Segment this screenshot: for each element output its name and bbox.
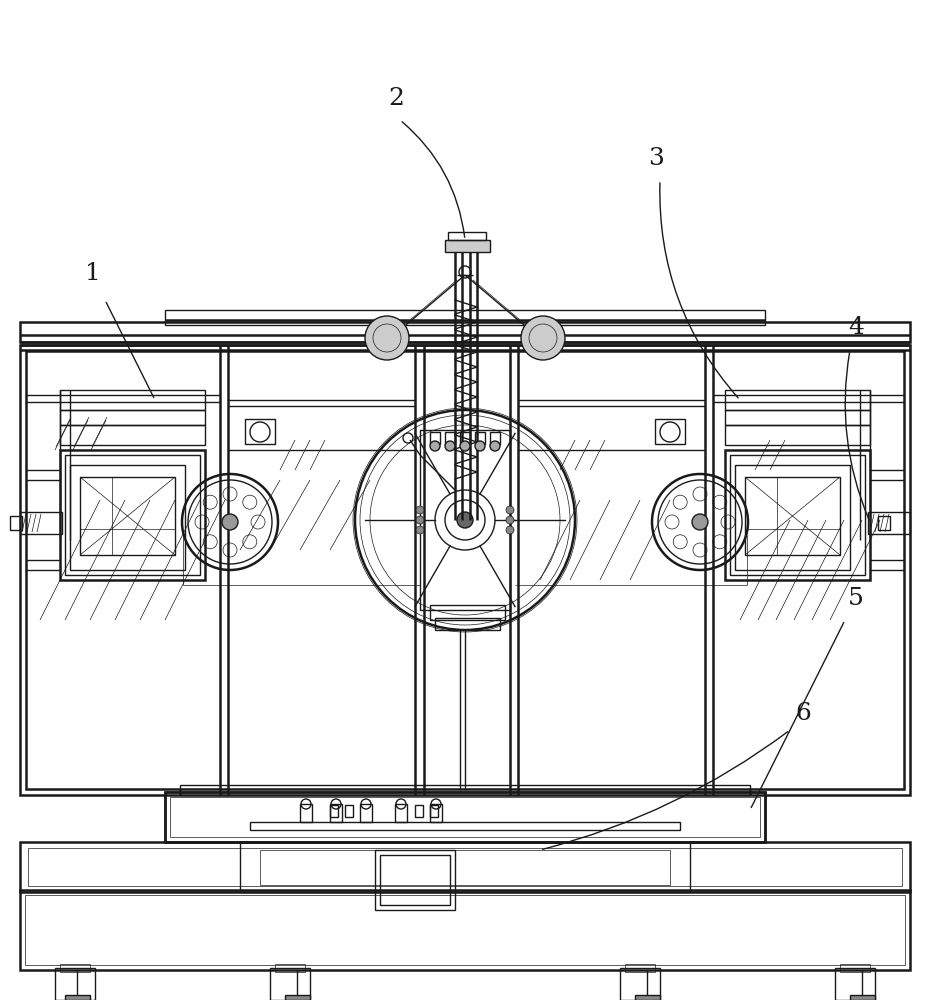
- Bar: [725, 425, 870, 445]
- Bar: [435, 618, 500, 630]
- Circle shape: [692, 514, 708, 530]
- Bar: [868, 512, 910, 534]
- Bar: [850, 995, 875, 1000]
- Circle shape: [460, 441, 470, 451]
- Bar: [725, 390, 870, 410]
- Bar: [20, 322, 910, 342]
- Circle shape: [457, 512, 473, 528]
- Bar: [380, 855, 450, 905]
- Circle shape: [222, 514, 238, 530]
- Bar: [625, 964, 655, 972]
- Bar: [65, 455, 200, 575]
- Bar: [25, 895, 905, 965]
- Text: 1: 1: [85, 262, 100, 285]
- Bar: [445, 432, 455, 444]
- Text: 2: 2: [388, 87, 404, 110]
- Bar: [26, 351, 904, 789]
- Bar: [730, 455, 865, 575]
- Text: 3: 3: [648, 147, 664, 170]
- Bar: [655, 419, 685, 444]
- Bar: [430, 805, 438, 817]
- Text: 5: 5: [848, 587, 864, 610]
- Bar: [360, 804, 372, 822]
- Bar: [460, 432, 470, 444]
- Bar: [395, 804, 407, 822]
- Bar: [28, 848, 902, 886]
- Bar: [20, 512, 62, 534]
- Bar: [20, 842, 910, 892]
- Bar: [20, 890, 910, 970]
- Bar: [420, 430, 510, 610]
- Bar: [60, 390, 205, 410]
- Bar: [475, 432, 485, 444]
- Bar: [635, 995, 660, 1000]
- Bar: [60, 964, 90, 972]
- Bar: [415, 805, 423, 817]
- Bar: [345, 805, 353, 817]
- Bar: [735, 465, 850, 570]
- Circle shape: [365, 316, 409, 360]
- Bar: [430, 432, 440, 444]
- Bar: [180, 785, 750, 795]
- Circle shape: [416, 526, 424, 534]
- Bar: [65, 995, 90, 1000]
- Circle shape: [475, 441, 485, 451]
- Bar: [725, 410, 870, 425]
- Bar: [725, 450, 870, 580]
- Bar: [430, 804, 442, 822]
- Circle shape: [490, 441, 500, 451]
- Bar: [375, 850, 455, 910]
- Circle shape: [521, 316, 565, 360]
- Bar: [878, 516, 890, 530]
- Bar: [60, 410, 205, 425]
- Bar: [745, 477, 840, 555]
- Circle shape: [416, 516, 424, 524]
- Bar: [300, 804, 312, 822]
- Bar: [330, 805, 338, 817]
- Circle shape: [506, 516, 514, 524]
- Bar: [80, 477, 175, 555]
- Circle shape: [506, 506, 514, 514]
- Bar: [240, 842, 690, 892]
- Bar: [60, 425, 205, 445]
- Bar: [445, 240, 490, 252]
- Bar: [20, 345, 910, 795]
- Bar: [260, 850, 670, 885]
- Bar: [60, 450, 205, 580]
- Bar: [165, 310, 765, 325]
- Bar: [165, 792, 765, 842]
- Circle shape: [416, 506, 424, 514]
- Circle shape: [506, 526, 514, 534]
- Bar: [490, 432, 500, 444]
- Bar: [270, 968, 310, 1000]
- Bar: [55, 968, 95, 1000]
- Bar: [245, 419, 275, 444]
- Text: 4: 4: [848, 316, 864, 339]
- Bar: [430, 605, 505, 620]
- Bar: [330, 804, 342, 822]
- Bar: [285, 995, 310, 1000]
- Bar: [448, 232, 486, 240]
- Bar: [620, 968, 660, 1000]
- Circle shape: [445, 441, 455, 451]
- Bar: [840, 964, 870, 972]
- Bar: [275, 964, 305, 972]
- Bar: [170, 797, 760, 837]
- Bar: [70, 465, 185, 570]
- Circle shape: [430, 441, 440, 451]
- Bar: [835, 968, 875, 1000]
- Bar: [10, 516, 22, 530]
- Bar: [250, 822, 680, 830]
- Text: 6: 6: [795, 702, 811, 725]
- Bar: [165, 792, 765, 842]
